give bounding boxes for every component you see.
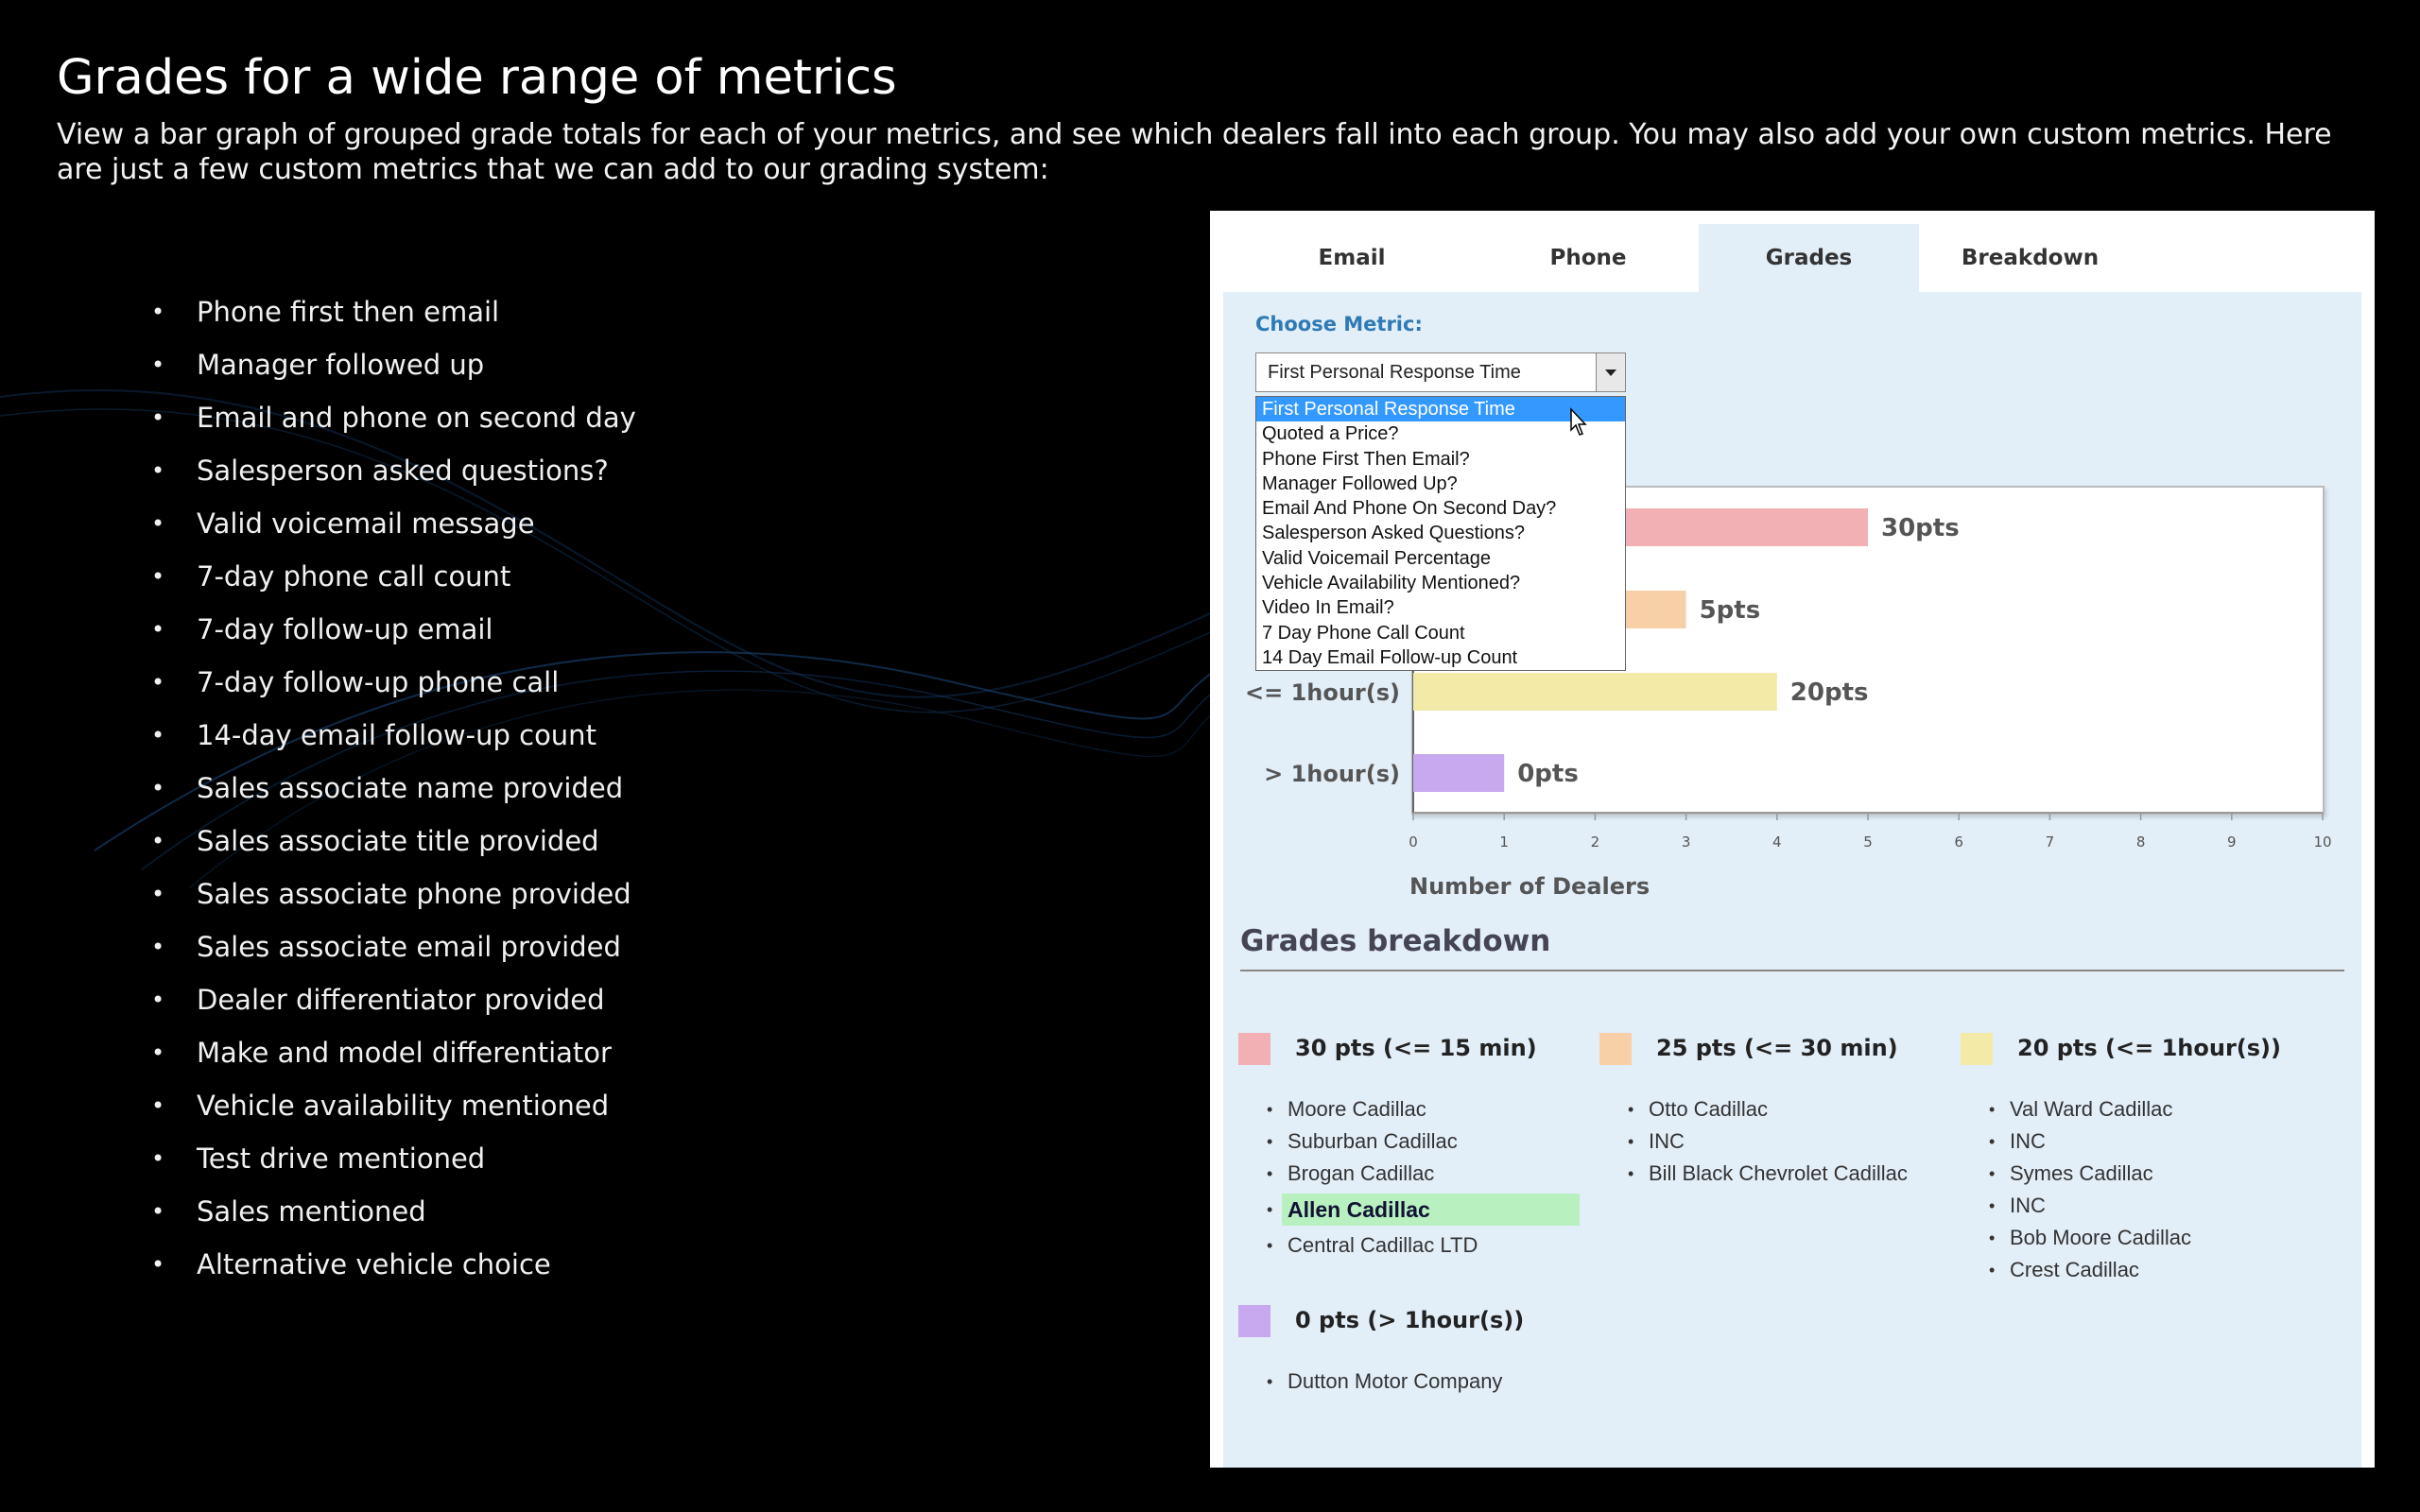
dealer-item: Dutton Motor Company bbox=[1267, 1366, 1502, 1398]
chart-x-tick-label: 6 bbox=[1954, 833, 1963, 850]
dropdown-option[interactable]: Phone First Then Email? bbox=[1262, 448, 1470, 470]
grade-swatch bbox=[1599, 1033, 1632, 1065]
dealer-item: Bill Black Chevrolet Cadillac bbox=[1628, 1158, 1908, 1190]
bullet-item: Valid voicemail message bbox=[151, 497, 636, 550]
dealer-item: INC bbox=[1989, 1125, 2191, 1158]
metrics-bullet-list: Phone first then email Manager followed … bbox=[151, 285, 636, 1291]
bullet-item: Sales associate name provided bbox=[151, 762, 636, 815]
chart-category-label: > 1hour(s) bbox=[1264, 761, 1400, 787]
bullet-item: Vehicle availability mentioned bbox=[151, 1079, 636, 1132]
chart-x-axis-title: Number of Dealers bbox=[1409, 873, 1651, 900]
dealer-list: Dutton Motor Company bbox=[1267, 1366, 1502, 1398]
metric-select[interactable]: First Personal Response Time bbox=[1255, 352, 1626, 392]
bullet-item: Email and phone on second day bbox=[151, 391, 636, 444]
bullet-item: Sales associate phone provided bbox=[151, 868, 636, 920]
chart-x-tick-label: 1 bbox=[1499, 833, 1509, 850]
dealer-item: Val Ward Cadillac bbox=[1989, 1093, 2191, 1125]
chart-x-tick-label: 9 bbox=[2227, 833, 2237, 850]
mouse-cursor-icon bbox=[1570, 407, 1587, 436]
bullet-item: 7-day phone call count bbox=[151, 550, 636, 603]
dealer-item: Bob Moore Cadillac bbox=[1989, 1222, 2191, 1254]
dealer-item: Suburban Cadillac bbox=[1267, 1125, 1580, 1158]
chart-x-tick-label: 5 bbox=[1863, 833, 1873, 850]
metric-dropdown-list: First Personal Response Time Quoted a Pr… bbox=[1255, 396, 1626, 672]
chart-x-tick-label: 2 bbox=[1591, 833, 1600, 850]
dealer-item: Moore Cadillac bbox=[1267, 1093, 1580, 1125]
dealer-list: Moore Cadillac Suburban Cadillac Brogan … bbox=[1267, 1093, 1580, 1262]
tab-email[interactable]: Email bbox=[1318, 246, 1386, 270]
dealer-item: Otto Cadillac bbox=[1628, 1093, 1908, 1125]
dropdown-option[interactable]: 7 Day Phone Call Count bbox=[1262, 622, 1465, 644]
dropdown-option[interactable]: Manager Followed Up? bbox=[1262, 472, 1458, 494]
dealer-item: Symes Cadillac bbox=[1989, 1158, 2191, 1190]
bullet-item: Make and model differentiator bbox=[151, 1026, 636, 1079]
dropdown-option[interactable]: 14 Day Email Follow-up Count bbox=[1262, 646, 1518, 668]
bullet-item: Salesperson asked questions? bbox=[151, 444, 636, 497]
choose-metric-label: Choose Metric: bbox=[1255, 313, 1423, 335]
chevron-down-icon[interactable] bbox=[1596, 353, 1625, 391]
dealer-item: Crest Cadillac bbox=[1989, 1254, 2191, 1286]
bullet-item: Sales associate email provided bbox=[151, 920, 636, 973]
chart-bar-label: 5pts bbox=[1700, 596, 1761, 625]
dealer-item: INC bbox=[1628, 1125, 1908, 1158]
dealer-item: Brogan Cadillac bbox=[1267, 1158, 1580, 1190]
chart-x-tick-label: 4 bbox=[1772, 833, 1782, 850]
dealer-item: INC bbox=[1989, 1190, 2191, 1222]
dropdown-option[interactable]: Salesperson Asked Questions? bbox=[1262, 523, 1525, 544]
chart-bar-label: 20pts bbox=[1790, 679, 1869, 707]
chart-bar bbox=[1413, 754, 1505, 792]
slide-title: Grades for a wide range of metrics bbox=[57, 50, 897, 106]
grade-group-label: 0 pts (> 1hour(s)) bbox=[1295, 1307, 1525, 1333]
dropdown-option[interactable]: First Personal Response Time bbox=[1256, 397, 1625, 422]
dropdown-option[interactable]: Video In Email? bbox=[1262, 597, 1394, 619]
grade-group-label: 20 pts (<= 1hour(s)) bbox=[2017, 1035, 2281, 1061]
chart-bar bbox=[1413, 673, 1777, 711]
grade-swatch bbox=[1238, 1305, 1270, 1337]
bullet-item: Dealer differentiator provided bbox=[151, 973, 636, 1026]
dealer-list: Otto Cadillac INC Bill Black Chevrolet C… bbox=[1628, 1093, 1908, 1190]
dropdown-option[interactable]: Email And Phone On Second Day? bbox=[1262, 498, 1557, 520]
grade-group-label: 25 pts (<= 30 min) bbox=[1656, 1035, 1898, 1061]
chart-x-tick-label: 3 bbox=[1682, 833, 1691, 850]
chart-category-label: <= 1hour(s) bbox=[1245, 679, 1400, 706]
bullet-item: Manager followed up bbox=[151, 338, 636, 391]
dealer-list: Val Ward Cadillac INC Symes Cadillac INC… bbox=[1989, 1093, 2191, 1286]
bullet-item: Test drive mentioned bbox=[151, 1132, 636, 1185]
tab-phone[interactable]: Phone bbox=[1549, 246, 1627, 270]
bullet-item: Alternative vehicle choice bbox=[151, 1238, 636, 1291]
bullet-item: 7-day follow-up email bbox=[151, 603, 636, 656]
bullet-item: Sales mentioned bbox=[151, 1185, 636, 1238]
chart-bar-label: 30pts bbox=[1881, 514, 1960, 542]
grade-group-label: 30 pts (<= 15 min) bbox=[1295, 1035, 1537, 1061]
dropdown-option[interactable]: Quoted a Price? bbox=[1262, 423, 1399, 445]
bullet-item: 14-day email follow-up count bbox=[151, 709, 636, 762]
dropdown-option[interactable]: Vehicle Availability Mentioned? bbox=[1262, 573, 1521, 594]
bullet-item: Sales associate title provided bbox=[151, 815, 636, 868]
chart-x-tick-label: 0 bbox=[1409, 833, 1418, 850]
tab-breakdown[interactable]: Breakdown bbox=[1961, 246, 2100, 270]
grade-swatch bbox=[1961, 1033, 1993, 1065]
dealer-item: Central Cadillac LTD bbox=[1267, 1229, 1580, 1262]
dealer-item-highlighted: Allen Cadillac bbox=[1267, 1190, 1580, 1229]
tab-grades[interactable]: Grades bbox=[1699, 224, 1919, 292]
grade-swatch bbox=[1238, 1033, 1270, 1065]
chart-x-tick-label: 8 bbox=[2136, 833, 2146, 850]
bullet-item: 7-day follow-up phone call bbox=[151, 656, 636, 709]
dropdown-option[interactable]: Valid Voicemail Percentage bbox=[1262, 547, 1491, 569]
breakdown-divider bbox=[1240, 970, 2344, 971]
chart-x-tick-label: 7 bbox=[2046, 833, 2055, 850]
chart-bar-label: 0pts bbox=[1517, 760, 1579, 788]
breakdown-title: Grades breakdown bbox=[1240, 924, 1551, 958]
chart-x-tick-label: 10 bbox=[2313, 833, 2331, 850]
metric-select-value: First Personal Response Time bbox=[1268, 362, 1521, 383]
slide-description: View a bar graph of grouped grade totals… bbox=[57, 118, 2332, 186]
bullet-item: Phone first then email bbox=[151, 285, 636, 338]
